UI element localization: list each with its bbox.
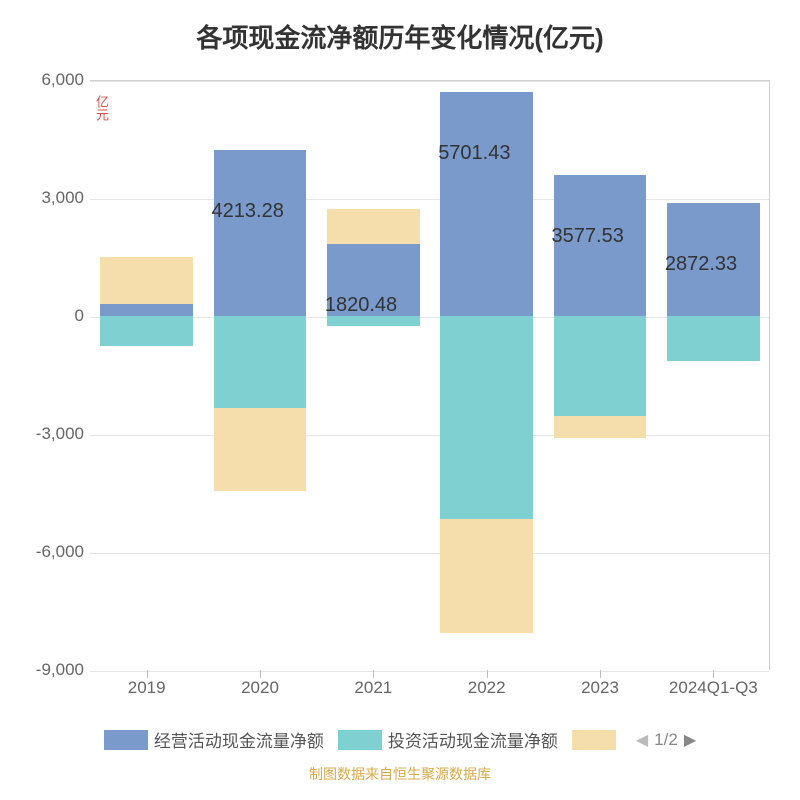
pager-text: 1/2 bbox=[654, 730, 678, 750]
gridline bbox=[90, 199, 769, 200]
x-tick-label: 2023 bbox=[581, 678, 619, 698]
bar-value-label: 1820.48 bbox=[325, 294, 397, 317]
bar-other bbox=[214, 408, 307, 491]
legend-item-investing: 投资活动现金流量净额 bbox=[338, 727, 558, 752]
x-tick-mark bbox=[147, 670, 148, 678]
bar-operating bbox=[214, 150, 307, 316]
bar-operating bbox=[440, 92, 533, 316]
bar-value-label: 2872.33 bbox=[665, 253, 737, 276]
bar-other bbox=[327, 209, 420, 244]
y-tick-label: 3,000 bbox=[41, 188, 84, 208]
y-tick-label: -6,000 bbox=[36, 542, 84, 562]
x-tick-label: 2021 bbox=[354, 678, 392, 698]
x-tick-mark bbox=[600, 670, 601, 678]
x-tick-label: 2019 bbox=[128, 678, 166, 698]
pager-prev-icon[interactable]: ◀ bbox=[636, 730, 648, 750]
x-tick-label: 2024Q1-Q3 bbox=[669, 678, 758, 698]
legend-label: 投资活动现金流量净额 bbox=[388, 727, 558, 752]
source-text: 制图数据来自恒生聚源数据库 bbox=[0, 764, 800, 784]
plot-area bbox=[90, 80, 770, 670]
legend-item-other bbox=[572, 730, 622, 750]
y-tick-label: 6,000 bbox=[41, 70, 84, 90]
legend-swatch bbox=[572, 730, 616, 750]
bar-investing bbox=[440, 316, 533, 519]
y-tick-label: 0 bbox=[75, 306, 84, 326]
legend-swatch bbox=[104, 730, 148, 750]
bar-value-label: 3577.53 bbox=[552, 225, 624, 248]
legend: 经营活动现金流量净额 投资活动现金流量净额 ◀ 1/2 ▶ bbox=[0, 727, 800, 752]
x-tick-label: 2022 bbox=[468, 678, 506, 698]
chart-container: 各项现金流净额历年变化情况(亿元) 亿元 -9,000-6,000-3,0000… bbox=[0, 0, 800, 800]
gridline bbox=[90, 435, 769, 436]
legend-label: 经营活动现金流量净额 bbox=[154, 727, 324, 752]
x-tick-mark bbox=[260, 670, 261, 678]
bar-other bbox=[100, 257, 193, 304]
bar-other bbox=[554, 416, 647, 438]
gridline bbox=[90, 81, 769, 82]
legend-item-operating: 经营活动现金流量净额 bbox=[104, 727, 324, 752]
bar-value-label: 4213.28 bbox=[212, 200, 284, 223]
pager-next-icon[interactable]: ▶ bbox=[684, 730, 696, 750]
gridline bbox=[90, 671, 769, 672]
legend-pager: ◀ 1/2 ▶ bbox=[636, 730, 696, 750]
gridline bbox=[90, 553, 769, 554]
y-tick-label: -9,000 bbox=[36, 660, 84, 680]
bar-investing bbox=[554, 316, 647, 416]
bar-investing bbox=[214, 316, 307, 408]
bar-value-label: 5701.43 bbox=[438, 142, 510, 165]
x-tick-mark bbox=[373, 670, 374, 678]
bar-other bbox=[440, 519, 533, 633]
bar-investing bbox=[327, 316, 420, 326]
x-tick-label: 2020 bbox=[241, 678, 279, 698]
y-tick-label: -3,000 bbox=[36, 424, 84, 444]
bar-operating bbox=[100, 304, 193, 316]
x-tick-mark bbox=[713, 670, 714, 678]
legend-swatch bbox=[338, 730, 382, 750]
chart-title: 各项现金流净额历年变化情况(亿元) bbox=[0, 0, 800, 55]
x-tick-mark bbox=[487, 670, 488, 678]
bar-investing bbox=[667, 316, 760, 361]
bar-investing bbox=[100, 316, 193, 346]
